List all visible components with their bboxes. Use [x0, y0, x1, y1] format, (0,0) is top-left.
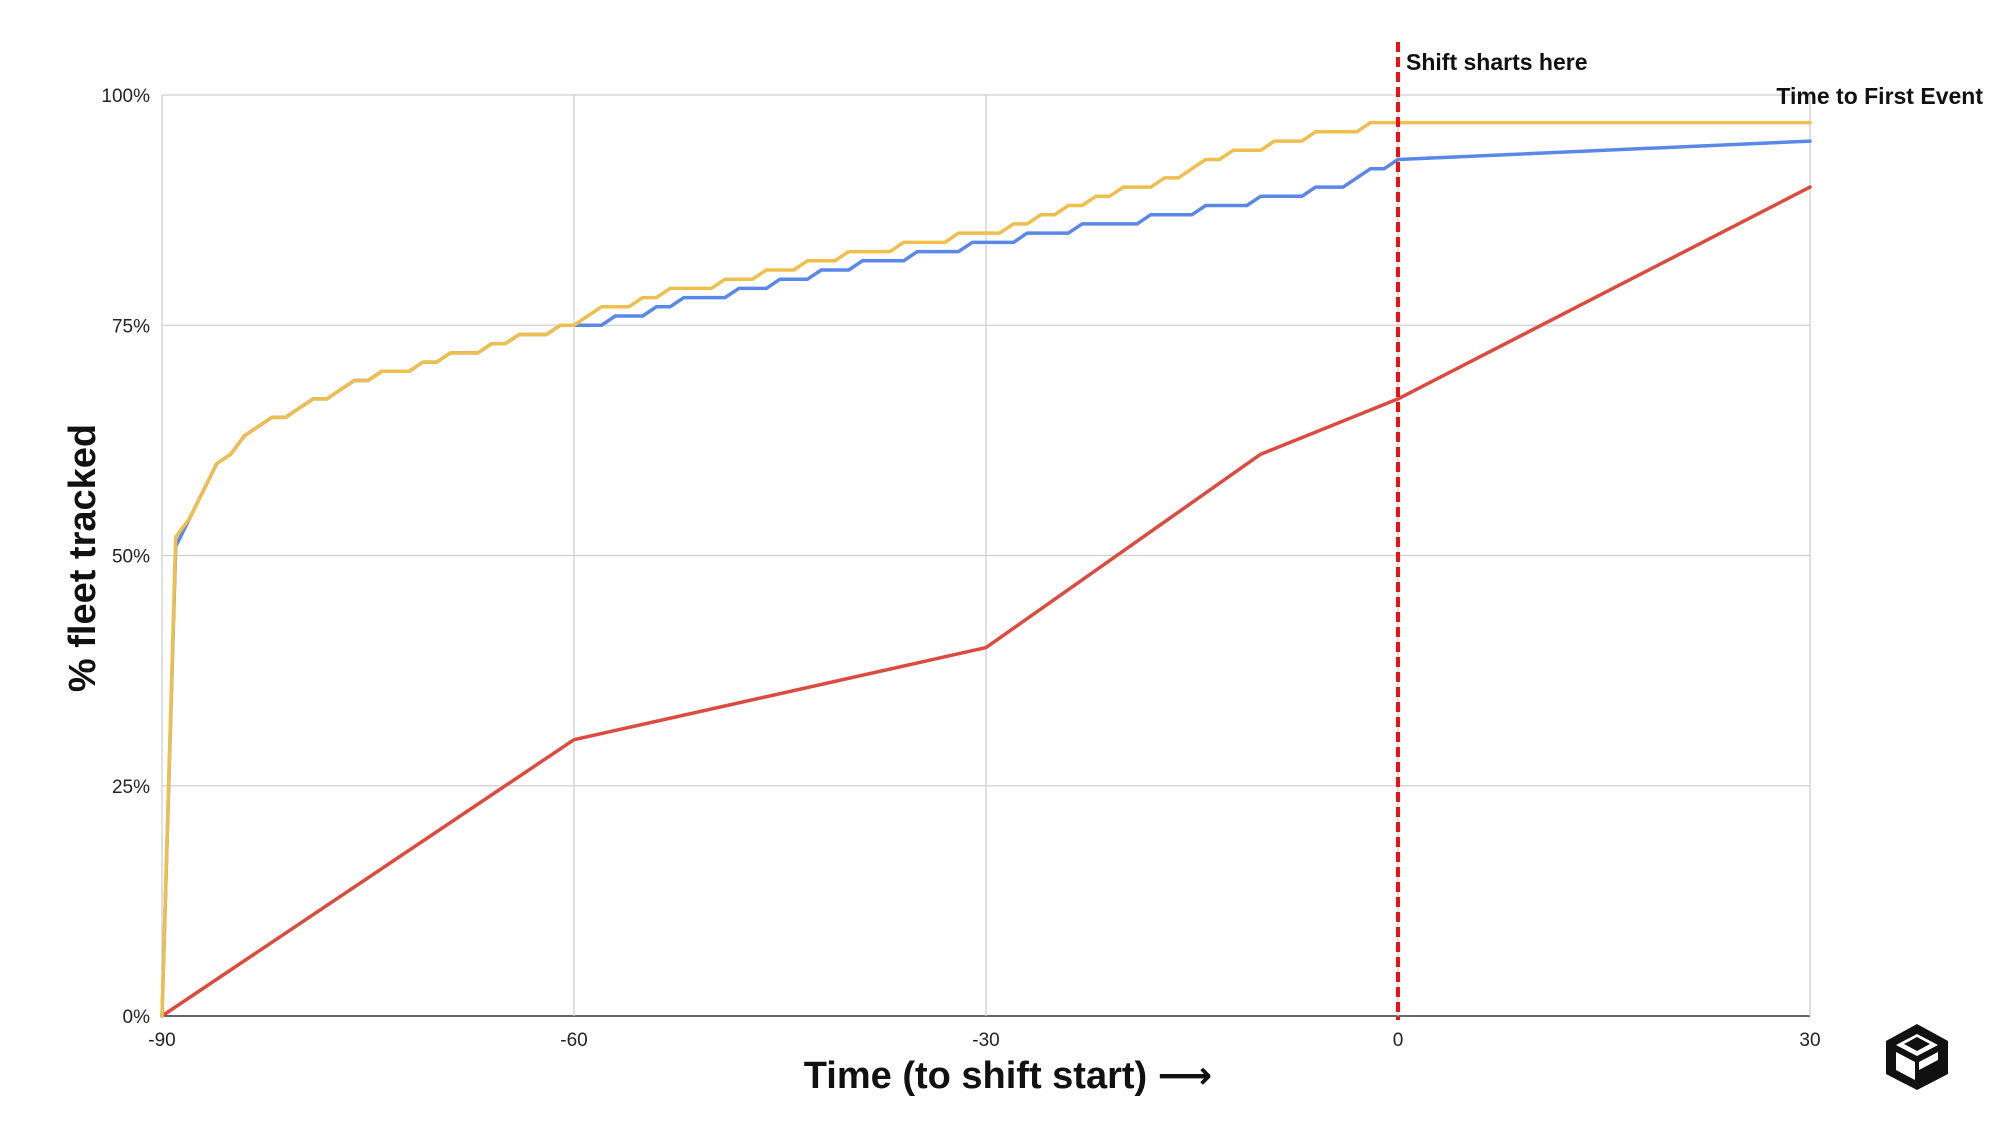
y-tick-label: 50%	[112, 547, 150, 568]
series-label-time-to-first-event: Time to First Event	[1776, 83, 1983, 109]
series-line-1	[160, 185, 1812, 1018]
shift-start-label: Shift sharts here	[1406, 49, 1588, 75]
series-lines	[160, 120, 1812, 1018]
tick-labels: 0% 25% 50% 75% 100% -90 -60 -30 0 30	[101, 86, 1820, 1051]
x-tick-label: -30	[972, 1030, 999, 1051]
y-tick-label: 25%	[112, 777, 150, 798]
cube-logo-icon	[1882, 1022, 1952, 1092]
x-tick-label: -60	[560, 1030, 587, 1051]
y-tick-label: 0%	[123, 1007, 151, 1028]
y-axis-title: % fleet tracked	[62, 424, 104, 692]
x-tick-label: -90	[148, 1030, 175, 1051]
y-tick-label: 75%	[112, 316, 150, 337]
grid	[161, 94, 1811, 1017]
series-line-3	[160, 120, 1812, 1018]
annotations: Shift sharts here Time to First Event	[1396, 42, 1983, 1020]
x-tick-label: 0	[1393, 1030, 1404, 1051]
x-tick-label: 30	[1799, 1030, 1820, 1051]
y-tick-label: 100%	[101, 86, 150, 107]
x-axis-title: Time (to shift start) ⟶	[804, 1055, 1212, 1097]
